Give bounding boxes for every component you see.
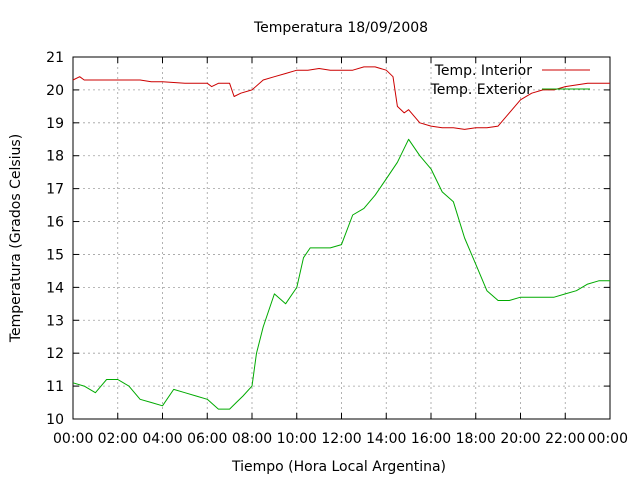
y-tick-label: 10: [46, 412, 64, 428]
series-line-exterior: [72, 138, 610, 410]
y-tick-label: 17: [46, 182, 64, 198]
y-tick-label: 20: [46, 83, 64, 99]
y-tick-label: 13: [46, 313, 64, 329]
legend-label-interior: Temp. Interior: [434, 63, 533, 79]
x-tick-label: 10:00: [277, 431, 317, 447]
y-tick-label: 18: [46, 149, 64, 165]
x-tick-label: 08:00: [232, 431, 272, 447]
x-tick-label: 14:00: [366, 431, 406, 447]
y-tick-label: 16: [46, 215, 64, 231]
legend-label-exterior: Temp. Exterior: [430, 82, 533, 98]
grid-lines: [73, 57, 610, 419]
legend: Temp. Interior Temp. Exterior: [430, 63, 590, 98]
x-tick-label: 18:00: [456, 431, 496, 447]
y-axis-label: Temperatura (Grados Celsius): [8, 134, 24, 343]
x-tick-label: 06:00: [187, 431, 227, 447]
y-tick-label: 12: [46, 346, 64, 362]
axis-ticks: 10 11 12 13 14 15 16 17 18 19 20 21 00:00 02:00 04:00 0…: [46, 50, 628, 447]
y-tick-label: 14: [46, 280, 64, 296]
x-tick-label: 22:00: [545, 431, 585, 447]
x-tick-label: 00:00: [588, 431, 628, 447]
x-tick-label: 00:00: [53, 431, 93, 447]
x-tick-label: 20:00: [500, 431, 540, 447]
series-line-interior: [72, 66, 610, 130]
x-tick-label: 04:00: [142, 431, 182, 447]
y-tick-label: 11: [46, 379, 64, 395]
y-tick-label: 21: [46, 50, 64, 66]
x-tick-label: 16:00: [411, 431, 451, 447]
series-lines: [72, 66, 610, 410]
chart-title: Temperatura 18/09/2008: [253, 20, 428, 36]
x-tick-label: 12:00: [321, 431, 361, 447]
y-tick-label: 19: [46, 116, 64, 132]
x-tick-label: 02:00: [98, 431, 138, 447]
y-tick-label: 15: [46, 247, 64, 263]
x-axis-label: Tiempo (Hora Local Argentina): [231, 459, 446, 475]
